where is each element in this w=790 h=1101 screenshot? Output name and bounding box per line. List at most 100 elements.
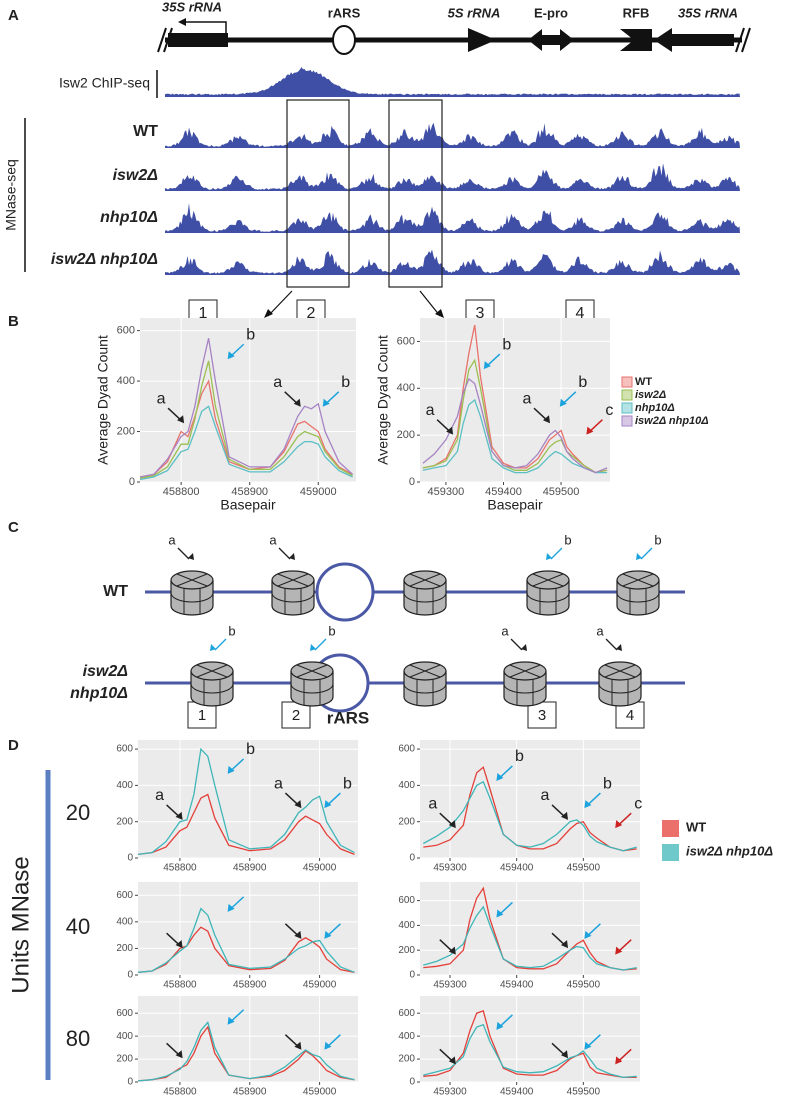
arrow-head xyxy=(175,1050,183,1059)
arrow-head xyxy=(496,1021,504,1030)
arrow-head xyxy=(227,1016,235,1025)
y-tick-label: 400 xyxy=(398,1031,415,1042)
annotation-label: a xyxy=(157,390,166,407)
x-tick-label: 458900 xyxy=(233,1087,267,1098)
number-label: 2 xyxy=(307,305,316,322)
nucleosome-cross xyxy=(622,573,654,587)
track-label: isw2Δ nhp10Δ xyxy=(51,251,158,268)
series-line xyxy=(137,747,355,856)
track-label: Isw2 ChIP-seq xyxy=(59,75,150,91)
legend-swatch xyxy=(621,376,633,388)
series-line xyxy=(422,780,637,852)
row-label: WT xyxy=(103,583,128,600)
e-pro xyxy=(528,29,574,51)
x-axis-label: Basepair xyxy=(220,497,276,513)
arrow-head xyxy=(294,800,302,809)
series-line xyxy=(137,926,355,973)
y-tick-label: 0 xyxy=(409,970,415,981)
annotation-label: a xyxy=(274,775,283,792)
nucleosome xyxy=(271,570,315,616)
number-label: 4 xyxy=(626,707,634,724)
tracks xyxy=(165,67,740,275)
arrow-head xyxy=(322,398,330,407)
number-label: 3 xyxy=(476,305,485,322)
annotation-label: b xyxy=(246,741,255,758)
legend-swatch xyxy=(621,415,633,427)
arrow xyxy=(605,638,618,651)
series-line xyxy=(137,1021,355,1082)
nucleosome-body xyxy=(403,580,447,616)
nucleosome-cross xyxy=(296,664,328,678)
nucleosome-cross xyxy=(509,664,541,678)
mnase-track xyxy=(165,163,740,191)
nucleosome-body xyxy=(170,580,214,616)
annotation-label: a xyxy=(428,795,437,812)
y-tick-label: 0 xyxy=(409,476,415,488)
arrow-head xyxy=(561,1050,568,1059)
x-tick-label: 458800 xyxy=(163,980,197,991)
x-tick-label: 459300 xyxy=(433,980,467,991)
nucleosome-body xyxy=(190,671,234,707)
x-tick-label: 459400 xyxy=(500,980,534,991)
legend-label: isw2Δ xyxy=(635,389,666,401)
y-tick-label: 400 xyxy=(116,780,133,791)
mnase-track xyxy=(165,122,740,148)
plot-background xyxy=(140,318,356,482)
nucleosome xyxy=(170,570,214,616)
number-label: 1 xyxy=(198,707,206,724)
x-tick-label: 459500 xyxy=(567,863,601,874)
y-tick-label: 600 xyxy=(116,1008,133,1019)
annotation-label: b xyxy=(502,336,511,353)
number-box xyxy=(527,701,557,729)
arrow-head xyxy=(636,553,642,560)
panel-label: B xyxy=(8,313,19,330)
nucleosome-lines xyxy=(616,588,660,614)
arrow-head xyxy=(293,398,301,407)
y-tick-label: 0 xyxy=(129,476,135,488)
arrow-head xyxy=(496,909,504,918)
arrow-head xyxy=(616,644,622,651)
nucleosome-lines xyxy=(271,588,315,614)
arrow-head xyxy=(227,765,235,774)
y-tick-label: 400 xyxy=(117,375,135,387)
panel-label: A xyxy=(8,7,19,24)
legend-swatch xyxy=(621,389,633,401)
track-label: nhp10Δ xyxy=(100,209,158,226)
highlight-box xyxy=(388,99,443,288)
annotation-label: a xyxy=(155,787,164,804)
number-label: 3 xyxy=(538,707,546,724)
unit-label: 80 xyxy=(66,1026,90,1051)
annotation-label: b xyxy=(343,775,352,792)
series-line xyxy=(423,1010,637,1079)
mark-label: b xyxy=(654,532,661,547)
mark-label: b xyxy=(328,623,335,638)
nucleosome-body xyxy=(271,580,315,616)
arrow-head xyxy=(496,772,504,781)
annotation-label: a xyxy=(273,374,282,391)
gene-block xyxy=(168,33,228,47)
y-axis-label: Average Dyad Count xyxy=(375,335,391,465)
arrow-head xyxy=(177,415,185,424)
nucleosome-lines xyxy=(403,588,447,614)
annotation-label: a xyxy=(523,390,532,407)
gene-arrow xyxy=(654,28,734,52)
legend-label: nhp10Δ xyxy=(635,402,675,414)
y-tick-label: 200 xyxy=(398,1054,415,1065)
series-line xyxy=(422,358,608,474)
feature-label: RFB xyxy=(623,5,650,20)
arrow-head xyxy=(294,930,302,939)
legend-label: isw2Δ nhp10Δ xyxy=(686,843,773,858)
arrow-head xyxy=(210,644,216,651)
zoom-arrow xyxy=(267,290,441,317)
arrow-head xyxy=(175,940,183,949)
x-tick-label: 459400 xyxy=(500,1087,534,1098)
number-label: 2 xyxy=(292,707,300,724)
annotation-label: b xyxy=(578,374,587,391)
mark-label: b xyxy=(228,623,235,638)
arrow-head xyxy=(561,811,568,820)
nucleosome-cross xyxy=(196,664,228,678)
x-tick-label: 459000 xyxy=(300,486,337,498)
arrow-head xyxy=(310,644,316,651)
feature-label: 35S rRNA xyxy=(162,0,222,14)
